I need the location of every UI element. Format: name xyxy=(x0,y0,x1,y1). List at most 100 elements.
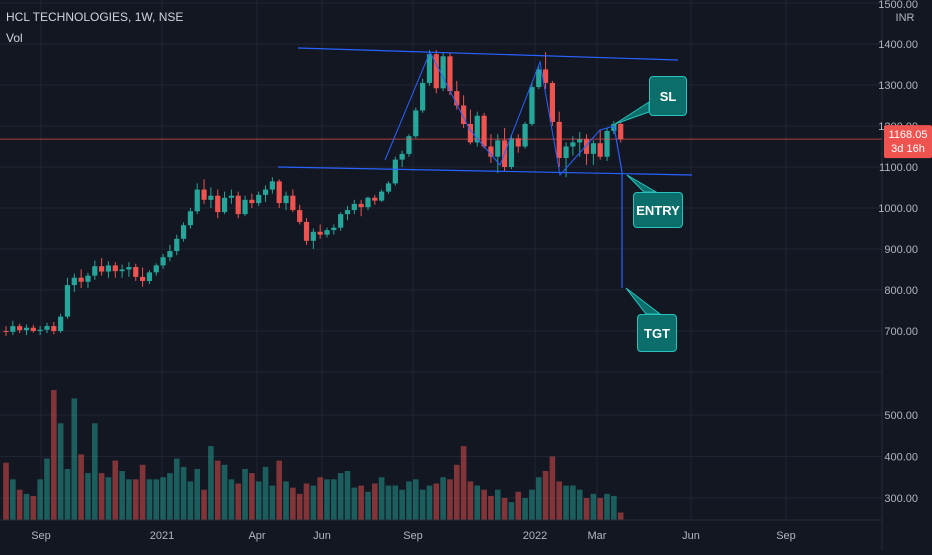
volume-bar xyxy=(37,479,43,520)
volume-bar xyxy=(385,485,392,520)
candle xyxy=(187,208,194,229)
candle-body xyxy=(160,257,166,266)
volume-bar xyxy=(399,489,405,520)
candle xyxy=(590,140,596,165)
volume-bar xyxy=(290,487,296,520)
volume-bar xyxy=(317,477,323,520)
candle xyxy=(194,183,200,215)
volume-bar xyxy=(474,485,481,520)
candle-body xyxy=(372,197,378,201)
candle-body xyxy=(153,265,159,273)
candle-body xyxy=(556,121,562,158)
price-tick-label: 1400.00 xyxy=(878,39,918,51)
price-tick-label: 900.00 xyxy=(884,244,918,256)
volume-bar xyxy=(604,493,610,520)
candle-body xyxy=(85,275,91,282)
candle xyxy=(58,313,64,334)
candle xyxy=(99,258,105,276)
candle-body xyxy=(522,123,528,147)
volume-bar xyxy=(542,471,549,520)
lower-channel-line xyxy=(277,166,693,176)
volume-bar xyxy=(426,485,433,520)
volume-bar xyxy=(51,390,57,520)
candle-body xyxy=(447,56,453,92)
volume-bar xyxy=(255,481,262,520)
candle-body xyxy=(187,211,194,226)
candle-body xyxy=(133,267,139,277)
candle-body xyxy=(17,326,23,331)
candle-body xyxy=(413,110,419,137)
volume-bar xyxy=(406,481,412,520)
candle-body xyxy=(406,136,412,154)
volume-bar xyxy=(467,481,474,520)
candle xyxy=(379,189,385,202)
volume-tick-label: 500.00 xyxy=(884,410,918,422)
candle xyxy=(338,212,344,231)
candle xyxy=(604,128,610,161)
volume-bar xyxy=(337,473,344,520)
candle-body xyxy=(269,181,275,190)
volume-bar xyxy=(365,491,371,520)
volume-bar xyxy=(64,468,71,520)
candle-body xyxy=(242,199,248,215)
volume-tick-label: 300.00 xyxy=(884,493,918,505)
candle-body xyxy=(515,138,521,147)
time-tick-label: Jun xyxy=(313,530,331,542)
candle xyxy=(3,326,9,336)
candle-body xyxy=(37,329,43,331)
candle-body xyxy=(392,159,398,184)
candle xyxy=(146,270,153,284)
volume-bar xyxy=(242,468,248,520)
candle xyxy=(126,262,132,277)
candle-body xyxy=(112,265,118,272)
candle xyxy=(283,191,289,211)
volume-bar xyxy=(119,471,125,520)
candle xyxy=(522,121,528,149)
price-candles xyxy=(3,50,624,336)
candle xyxy=(488,134,494,163)
candle-body xyxy=(420,82,426,111)
candle-body xyxy=(467,123,474,143)
candle xyxy=(495,134,501,174)
candle-body xyxy=(58,316,64,331)
candle-body xyxy=(481,115,487,147)
candle xyxy=(549,80,555,126)
entry-callout-pointer xyxy=(626,174,658,193)
volume-bar xyxy=(617,512,624,520)
candle-body xyxy=(64,285,71,317)
volume-bar xyxy=(529,489,535,520)
volume-bar xyxy=(344,471,351,520)
candle-body xyxy=(221,197,228,213)
candle xyxy=(51,321,57,335)
breakdown-line xyxy=(613,125,623,173)
volume-bar xyxy=(563,485,569,520)
volume-bar xyxy=(433,483,440,520)
candle xyxy=(461,95,467,129)
volume-bar xyxy=(576,489,583,520)
candle xyxy=(64,277,71,319)
volume-bar xyxy=(522,498,528,520)
candle xyxy=(167,244,173,262)
candle-body xyxy=(597,143,603,157)
candle-body xyxy=(140,276,146,281)
candle xyxy=(160,253,166,269)
candle-body xyxy=(529,87,535,124)
volume-bar xyxy=(167,473,173,520)
candle-body xyxy=(228,195,234,198)
volume-bar xyxy=(570,485,576,520)
candle xyxy=(474,111,480,147)
volume-bar xyxy=(494,489,501,520)
time-tick-label: 2021 xyxy=(150,530,174,542)
candle-body xyxy=(174,238,180,252)
price-tick-label: 800.00 xyxy=(884,285,918,297)
candle xyxy=(508,134,515,170)
candle xyxy=(563,142,569,178)
volume-bar xyxy=(112,460,119,520)
candle-body xyxy=(604,130,610,157)
volume-bar xyxy=(583,498,590,520)
volume-tick-label: 400.00 xyxy=(884,452,918,464)
candle-body xyxy=(256,194,262,204)
time-tick-label: Sep xyxy=(403,530,423,542)
